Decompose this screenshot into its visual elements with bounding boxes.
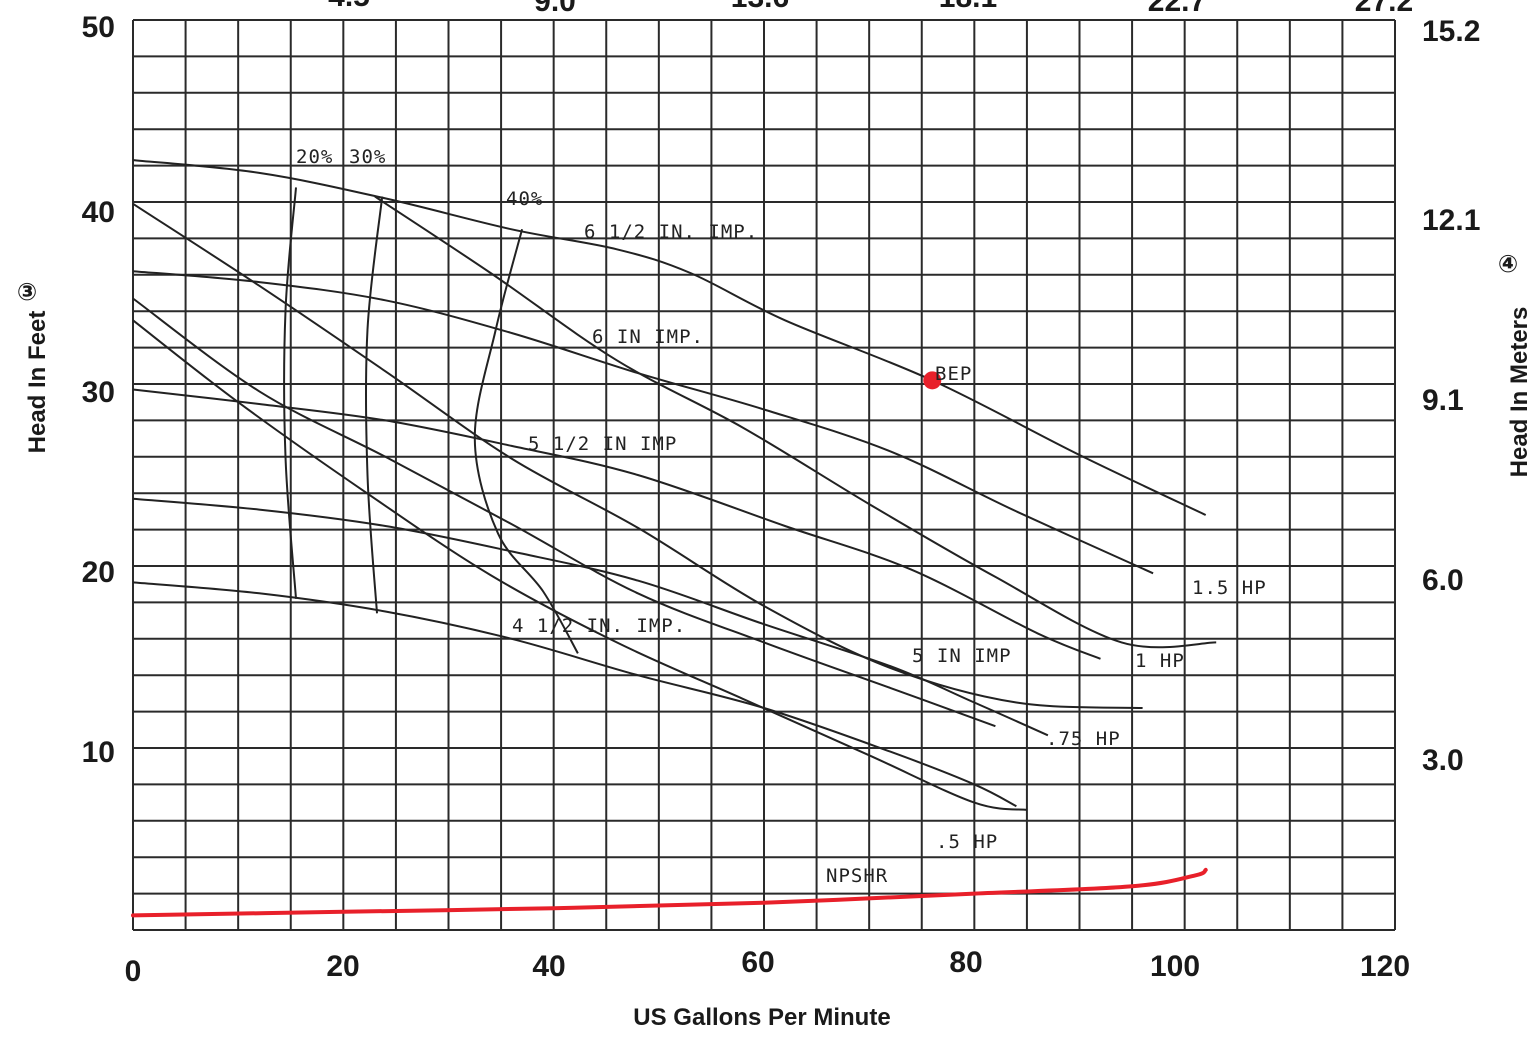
- x-tick-label: 120: [1360, 950, 1410, 983]
- y2-tick-label: 9.1: [1422, 384, 1464, 417]
- y-tick-labels: 10 20 30 40 50: [82, 11, 115, 769]
- y-tick-label: 30: [82, 376, 115, 409]
- imp-5-5-label: 5 1/2 IN IMP: [528, 433, 677, 455]
- y-tick-label: 20: [82, 556, 115, 589]
- hp-05-label: .5 HP: [936, 831, 998, 853]
- impeller-curve: [132, 159, 1207, 516]
- impeller-curve: [132, 581, 1017, 808]
- horsepower-curve: [132, 202, 1143, 709]
- imp-5-label: 5 IN IMP: [912, 645, 1012, 667]
- top-tick-label: 13.6: [731, 0, 789, 14]
- curves: [131, 159, 1217, 918]
- top-tick-label: 9.0: [534, 0, 576, 18]
- y-axis-title: Head In Feet: [24, 311, 51, 454]
- imp-6-5-label: 6 1/2 IN. IMP.: [584, 221, 758, 243]
- curve-labels: 20% 30% 40% 6 1/2 IN. IMP. 6 IN IMP. 5 1…: [296, 146, 1267, 887]
- horsepower-curve: [132, 319, 1028, 811]
- top-tick-label: 4.5: [328, 0, 370, 13]
- npshr-curve: [131, 867, 1208, 918]
- hp-075-label: .75 HP: [1046, 728, 1121, 750]
- y2-axis-title: Head In Meters: [1506, 307, 1533, 478]
- y-tick-label: 40: [82, 196, 115, 229]
- x-tick-labels: 0 20 40 60 80 100 120: [125, 946, 1410, 988]
- y-tick-label: 50: [82, 11, 115, 44]
- x-tick-label: 20: [326, 950, 359, 983]
- top-tick-label: 27.2: [1355, 0, 1413, 18]
- top-tick-labels: 4.5 9.0 13.6 18.1 22.7 27.2: [328, 0, 1413, 18]
- npshr-label: NPSHR: [826, 865, 888, 887]
- y2-tick-label: 6.0: [1422, 564, 1464, 597]
- horsepower-curve: [132, 297, 996, 728]
- x-axis-title: US Gallons Per Minute: [633, 1004, 890, 1031]
- grid: [132, 19, 1396, 931]
- horsepower-curve: [374, 195, 1217, 649]
- eff-20-label: 20%: [296, 146, 333, 168]
- top-tick-label: 18.1: [939, 0, 997, 14]
- imp-6-label: 6 IN IMP.: [592, 326, 704, 348]
- efficiency-curve: [364, 196, 384, 614]
- eff-40-label: 40%: [506, 188, 543, 210]
- eff-30-label: 30%: [349, 146, 386, 168]
- x-tick-label: 100: [1150, 950, 1200, 983]
- y2-tick-label: 12.1: [1422, 204, 1480, 237]
- x-tick-label: 80: [949, 946, 982, 979]
- top-tick-label: 22.7: [1148, 0, 1206, 18]
- y-tick-label: 10: [82, 736, 115, 769]
- y-axis-marker: ③: [17, 279, 37, 306]
- hp-1-label: 1 HP: [1135, 650, 1185, 672]
- y2-axis-marker: ④: [1498, 251, 1518, 278]
- x-tick-label: 40: [532, 950, 565, 983]
- efficiency-curve: [283, 187, 297, 599]
- y2-tick-labels: 3.0 6.0 9.1 12.1 15.2: [1422, 15, 1480, 777]
- bep-label: BEP: [935, 363, 972, 385]
- x-tick-label: 60: [741, 946, 774, 979]
- x-tick-label: 0: [125, 955, 142, 988]
- impeller-curve: [132, 388, 1101, 660]
- y2-tick-label: 3.0: [1422, 744, 1464, 777]
- imp-4-5-label: 4 1/2 IN. IMP.: [512, 615, 686, 637]
- bep-point: [923, 371, 942, 390]
- y2-tick-label: 15.2: [1422, 15, 1480, 48]
- efficiency-curve: [473, 229, 579, 654]
- hp-1-5-label: 1.5 HP: [1192, 577, 1267, 599]
